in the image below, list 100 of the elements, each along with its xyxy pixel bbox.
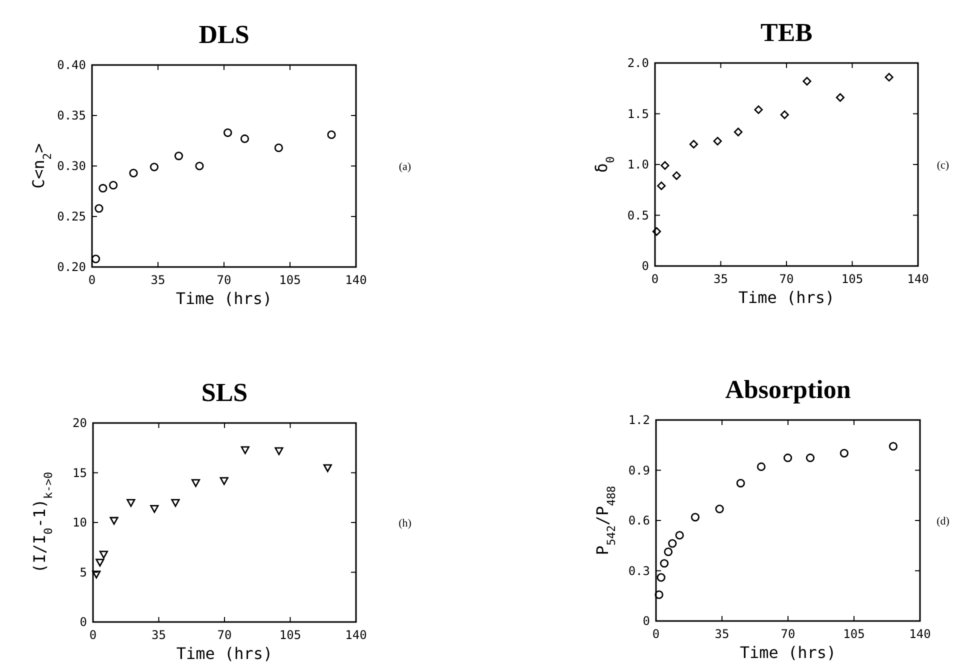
x-tick-label: 140 bbox=[909, 627, 931, 641]
x-tick-label: 140 bbox=[345, 628, 367, 642]
point bbox=[94, 204, 104, 213]
x-tick-label: 35 bbox=[714, 627, 730, 641]
x-tick-label: 0 bbox=[89, 628, 97, 642]
point bbox=[652, 227, 661, 236]
y-tick-label: 0.20 bbox=[57, 260, 86, 274]
x-tick-label: 105 bbox=[843, 627, 865, 641]
point bbox=[150, 162, 159, 172]
y-tick-label: 0.40 bbox=[57, 58, 86, 72]
point bbox=[223, 128, 232, 137]
point bbox=[129, 168, 138, 178]
y-tick-label: 0.35 bbox=[57, 108, 86, 122]
x-tick-label: 0 bbox=[652, 627, 660, 641]
x-tick-label: 0 bbox=[88, 273, 96, 287]
point bbox=[92, 570, 101, 579]
y-tick-label: 0 bbox=[80, 615, 87, 629]
x-axis-title: Time (hrs) bbox=[738, 288, 835, 307]
point bbox=[756, 462, 766, 472]
point bbox=[664, 548, 673, 556]
point bbox=[240, 134, 250, 144]
x-tick-label: 70 bbox=[216, 273, 232, 287]
point bbox=[220, 477, 228, 486]
x-tick-label: 35 bbox=[152, 628, 166, 642]
y-tick-label: 0.9 bbox=[628, 463, 650, 478]
y-tick-label: 0.3 bbox=[628, 564, 650, 578]
y-tick-label: 0.6 bbox=[628, 514, 650, 528]
text: (d) bbox=[936, 516, 950, 528]
x-tick-label: 105 bbox=[841, 272, 864, 286]
y-tick-label: 0 bbox=[642, 614, 650, 628]
point bbox=[689, 140, 698, 148]
point bbox=[675, 530, 684, 540]
point bbox=[715, 504, 724, 514]
text: (a) bbox=[398, 161, 412, 173]
point bbox=[109, 180, 118, 190]
y-tick-label: 20 bbox=[72, 416, 87, 430]
y-tick-label: 0.25 bbox=[57, 210, 86, 224]
chart-title: TEB bbox=[760, 18, 813, 47]
x-tick-label: 70 bbox=[779, 272, 794, 286]
point bbox=[884, 72, 894, 82]
x-axis-title: Time (hrs) bbox=[176, 644, 273, 663]
point bbox=[713, 136, 722, 146]
y-tick-label: 2.0 bbox=[627, 56, 649, 70]
chart-title: SLS bbox=[201, 378, 248, 407]
point bbox=[174, 152, 184, 160]
point bbox=[150, 504, 159, 513]
point bbox=[191, 479, 200, 487]
point bbox=[240, 446, 250, 454]
point bbox=[660, 161, 670, 170]
point bbox=[195, 162, 204, 170]
x-tick-label: 35 bbox=[714, 272, 728, 286]
point bbox=[734, 128, 743, 136]
point bbox=[126, 499, 136, 507]
point bbox=[690, 512, 700, 522]
chart-title: Absorption bbox=[725, 375, 852, 404]
x-axis-title: Time (hrs) bbox=[176, 289, 272, 308]
point bbox=[657, 182, 666, 190]
point bbox=[323, 464, 332, 472]
text: (h) bbox=[398, 518, 412, 530]
point bbox=[656, 573, 666, 582]
x-tick-label: 70 bbox=[217, 628, 232, 642]
x-tick-label: 105 bbox=[279, 628, 302, 642]
y-tick-label: 0 bbox=[642, 259, 649, 273]
point bbox=[274, 447, 284, 456]
point bbox=[888, 442, 898, 451]
y-tick-label: 0.30 bbox=[57, 159, 86, 173]
x-tick-label: 140 bbox=[345, 273, 367, 287]
point bbox=[802, 76, 812, 86]
text: (c) bbox=[936, 160, 950, 172]
x-tick-label: 0 bbox=[651, 272, 659, 286]
point bbox=[660, 559, 669, 568]
point bbox=[806, 454, 815, 462]
point bbox=[736, 478, 745, 488]
point bbox=[110, 516, 118, 525]
point bbox=[668, 539, 677, 548]
x-tick-label: 70 bbox=[780, 627, 796, 641]
point bbox=[654, 590, 664, 600]
point bbox=[836, 93, 845, 102]
y-tick-label: 1.0 bbox=[627, 158, 649, 172]
point bbox=[672, 171, 681, 180]
chart-title: DLS bbox=[198, 20, 250, 49]
x-tick-label: 105 bbox=[279, 273, 301, 287]
point bbox=[171, 499, 180, 507]
y-tick-label: 0.5 bbox=[627, 208, 649, 222]
y-tick-label: 10 bbox=[72, 516, 87, 530]
point bbox=[99, 550, 108, 559]
y-tick-label: 15 bbox=[72, 466, 87, 480]
x-tick-label: 140 bbox=[907, 272, 929, 286]
point bbox=[274, 144, 283, 152]
point bbox=[780, 110, 789, 120]
y-tick-label: 1.2 bbox=[628, 413, 650, 427]
point bbox=[784, 454, 792, 462]
point bbox=[754, 105, 763, 114]
point bbox=[840, 448, 848, 458]
point bbox=[98, 184, 108, 193]
y-tick-label: 1.5 bbox=[627, 106, 649, 121]
point bbox=[327, 130, 336, 139]
x-axis-title: Time (hrs) bbox=[740, 643, 836, 662]
y-tick-label: 5 bbox=[80, 565, 87, 580]
point bbox=[96, 558, 104, 567]
